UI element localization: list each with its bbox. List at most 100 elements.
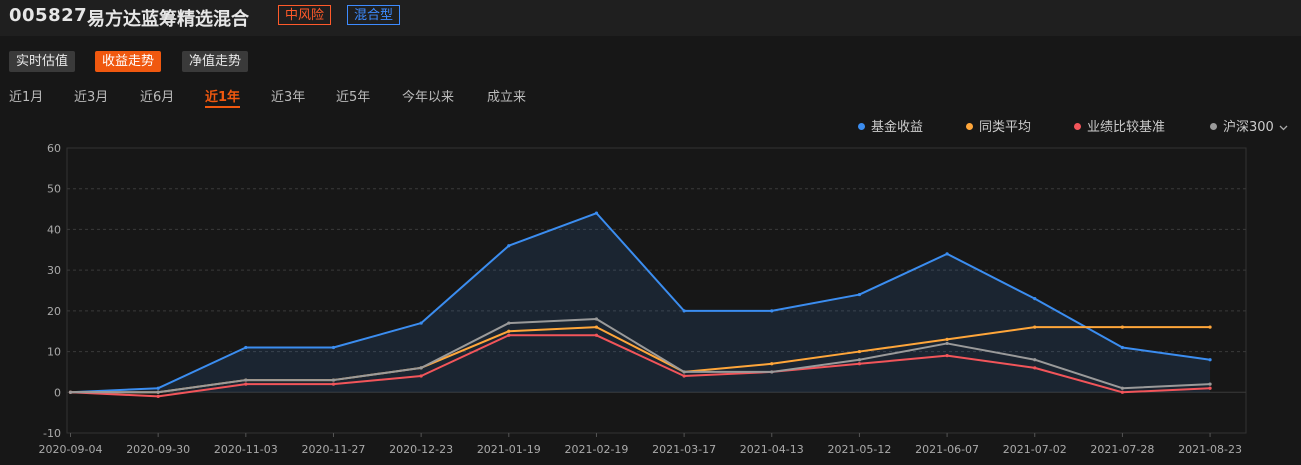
period-ytd[interactable]: 今年以来 [402,90,455,105]
x-tick-label: 2021-07-28 [1090,443,1154,456]
data-point-1-5 [507,329,511,333]
y-tick-label: 0 [54,386,61,399]
data-point-2-11 [1033,366,1037,370]
data-point-2-7 [682,374,686,378]
legend-label-csi300: 沪深300 [1223,120,1274,135]
data-point-3-13 [1208,382,1212,386]
data-point-2-4 [419,374,423,378]
data-point-2-12 [1120,390,1125,394]
data-point-2-9 [857,362,862,366]
realtime-estimate-button[interactable]: 实时估值 [9,51,76,72]
y-tick-label: 40 [47,223,61,236]
fund-name: 易方达蓝筹精选混合 [87,9,249,30]
data-point-1-13 [1208,325,1212,329]
data-point-2-1 [156,394,160,398]
y-tick-label: 30 [47,264,61,277]
fund-code: 005827 [9,5,88,26]
data-point-0-13 [1208,358,1212,362]
period-6m[interactable]: 近6月 [140,90,175,105]
x-tick-label: 2021-03-17 [652,443,716,456]
data-point-2-2 [244,382,248,386]
data-point-3-4 [419,366,423,370]
data-point-0-3 [331,345,336,350]
y-tick-label: 20 [47,305,61,318]
data-point-2-5 [507,333,511,337]
data-point-1-6 [594,325,599,329]
nav-trend-button[interactable]: 净值走势 [182,51,249,72]
data-point-3-11 [1033,358,1037,362]
legend-csi300[interactable]: 沪深300 [1210,116,1288,135]
x-tick-label: 2021-08-23 [1178,443,1242,456]
series-line-0 [70,212,1211,394]
data-point-0-9 [857,292,862,297]
period-5y[interactable]: 近5年 [336,90,371,105]
legend-label-benchmark: 业绩比较基准 [1087,120,1166,135]
x-tick-label: 2021-05-12 [827,443,891,456]
plot-frame [66,147,1247,434]
data-point-2-13 [1208,386,1212,390]
data-point-2-10 [945,354,949,358]
data-point-0-10 [945,252,949,256]
data-point-2-6 [594,333,599,337]
data-point-3-0 [68,390,73,394]
data-point-0-8 [770,309,774,313]
period-1y[interactable]: 近1年 [205,86,241,108]
data-point-0-5 [507,244,511,248]
data-point-3-10 [945,341,949,346]
data-point-3-12 [1120,386,1125,390]
data-point-1-10 [945,337,949,341]
y-tick-label: 10 [47,346,61,359]
period-since-inception[interactable]: 成立来 [487,90,527,105]
period-3y[interactable]: 近3年 [271,90,306,105]
y-tick-label: -10 [43,427,61,440]
data-point-3-8 [770,370,774,374]
series-line-2 [70,334,1211,398]
risk-tag: 中风险 [278,5,332,25]
x-tick-label: 2020-11-03 [214,443,278,456]
data-point-3-3 [331,378,336,382]
legend-label-peer: 同类平均 [979,120,1032,135]
x-tick-label: 2021-04-13 [740,443,804,456]
data-point-3-9 [857,358,862,362]
data-point-3-6 [594,317,599,321]
x-tick-label: 2021-01-19 [477,443,541,456]
data-point-3-5 [507,321,511,325]
x-tick-label: 2020-12-23 [389,443,453,456]
data-point-1-12 [1120,325,1125,329]
legend-label-fund: 基金收益 [871,120,924,135]
data-point-0-2 [244,345,248,350]
data-point-0-12 [1120,345,1125,350]
data-point-1-8 [770,362,774,366]
series-line-3 [70,318,1211,394]
data-point-0-6 [594,211,599,215]
legend-dot-fund [858,123,865,130]
period-1m[interactable]: 近1月 [9,90,44,105]
chevron-down-icon[interactable] [1279,125,1288,131]
x-tick-label: 2021-07-02 [1003,443,1067,456]
y-tick-label: 60 [47,142,61,155]
legend-peer-average[interactable]: 同类平均 [966,116,1031,135]
data-point-2-3 [331,382,336,386]
legend-dot-benchmark [1074,123,1081,130]
return-trend-button[interactable]: 收益走势 [95,51,162,72]
data-point-1-9 [857,349,862,354]
data-point-3-2 [244,378,248,382]
data-point-3-1 [156,390,160,394]
series-area-0 [70,213,1211,393]
legend-fund-return[interactable]: 基金收益 [858,116,923,135]
y-tick-label: 50 [47,183,61,196]
legend-benchmark[interactable]: 业绩比较基准 [1074,116,1165,135]
period-3m[interactable]: 近3月 [74,90,109,105]
data-point-1-11 [1033,325,1037,329]
x-tick-label: 2020-09-30 [126,443,190,456]
x-tick-label: 2021-02-19 [564,443,628,456]
x-tick-label: 2020-11-27 [302,443,366,456]
type-tag: 混合型 [347,5,401,25]
data-point-0-4 [419,321,423,325]
data-point-0-1 [156,386,160,390]
fund-header: 005827 易方达蓝筹精选混合 中风险 混合型 [0,0,1301,36]
data-point-0-7 [682,309,686,313]
legend-dot-csi300 [1210,123,1217,130]
data-point-0-11 [1033,297,1037,301]
